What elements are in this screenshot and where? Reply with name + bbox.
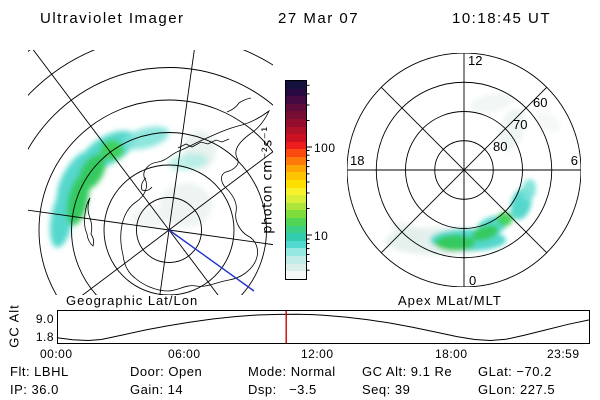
colorbar-swatch [286,202,306,211]
colorbar [285,80,307,280]
apex-labels: 12 18 6 0 80 70 60 [350,53,578,287]
colorbar-swatch [286,126,306,135]
colorbar-swatch [286,111,306,120]
apex-grid [347,53,581,287]
colorbar-swatch [286,225,306,234]
left-panel-title: Geographic Lat/Lon [66,293,199,308]
colorbar-tick-100: 100 [314,141,336,155]
mlat-80-label: 80 [493,139,507,154]
colorbar-swatch [286,195,306,203]
status-glat: GLat: −70.2 [478,364,552,379]
colorbar-swatch [286,149,306,158]
colorbar-swatch [286,210,306,218]
status-mode: Mode: Normal [248,364,336,379]
aurora-layer-geographic [49,126,216,248]
colorbar-units-label: photon cm⁻²s⁻¹ [260,126,276,234]
colorbar-swatch [286,81,306,89]
coastline [83,97,270,292]
status-seq: Seq: 39 [362,382,411,397]
colorbar-swatch [286,271,306,279]
colorbar-swatch [286,263,306,272]
orbit-ytick-1.8: 1.8 [35,330,54,344]
colorbar-swatch [286,240,306,249]
colorbar-swatch [286,88,306,97]
mlat-60-label: 60 [533,95,547,110]
colorbar-swatch [286,233,306,241]
mlt-18-label: 18 [350,153,364,168]
status-flt: Flt: LBHL [10,364,69,379]
status-gain: Gain: 14 [130,382,184,397]
colorbar-swatch [286,103,306,112]
colorbar-swatch [286,217,306,226]
colorbar-swatch [286,141,306,150]
colorbar-swatch [286,157,306,165]
colorbar-swatch [286,119,306,127]
colorbar-swatch [286,248,306,257]
orbit-frame [57,310,590,344]
geographic-grid [28,50,273,295]
status-ip: IP: 36.0 [10,382,59,397]
orbit-strip-plot [57,310,590,344]
xtick-1200: 12:00 [301,347,334,361]
ground-track-line [168,229,255,292]
status-gcalt: GC Alt: 9.1 Re [362,364,453,379]
app-title: Ultraviolet Imager [40,10,185,27]
xtick-0000: 00:00 [40,347,73,361]
colorbar-swatch [286,172,306,180]
time-label: 10:18:45 UT [452,10,552,27]
xtick-2359: 23:59 [547,347,580,361]
orbit-ylabel: GC Alt [6,304,22,348]
xtick-1800: 18:00 [435,347,468,361]
status-glon: GLon: 227.5 [478,382,556,397]
apex-polar-panel: 12 18 6 0 80 70 60 [347,53,581,287]
colorbar-ticks [306,84,312,271]
colorbar-swatch [286,179,306,188]
orbit-curve [57,313,590,342]
mlt-12-label: 12 [468,53,482,68]
colorbar-swatch [286,187,306,196]
mlat-70-label: 70 [513,117,527,132]
colorbar-swatch [286,134,306,142]
status-door: Door: Open [130,364,203,379]
aurora-layer-apex [385,93,561,255]
colorbar-swatch [286,96,306,104]
colorbar-swatch [286,164,306,173]
colorbar-swatch [286,256,306,264]
right-panel-title: Apex MLat/MLT [398,293,502,308]
geographic-map-panel [28,50,273,295]
xtick-0600: 06:00 [168,347,201,361]
mlt-0-label: 0 [469,273,476,287]
orbit-ytick-9: 9.0 [35,312,54,326]
date-label: 27 Mar 07 [278,10,360,27]
mlt-6-label: 6 [571,153,578,168]
status-dsp: Dsp: −3.5 [248,382,317,397]
colorbar-tick-10: 10 [314,229,329,243]
